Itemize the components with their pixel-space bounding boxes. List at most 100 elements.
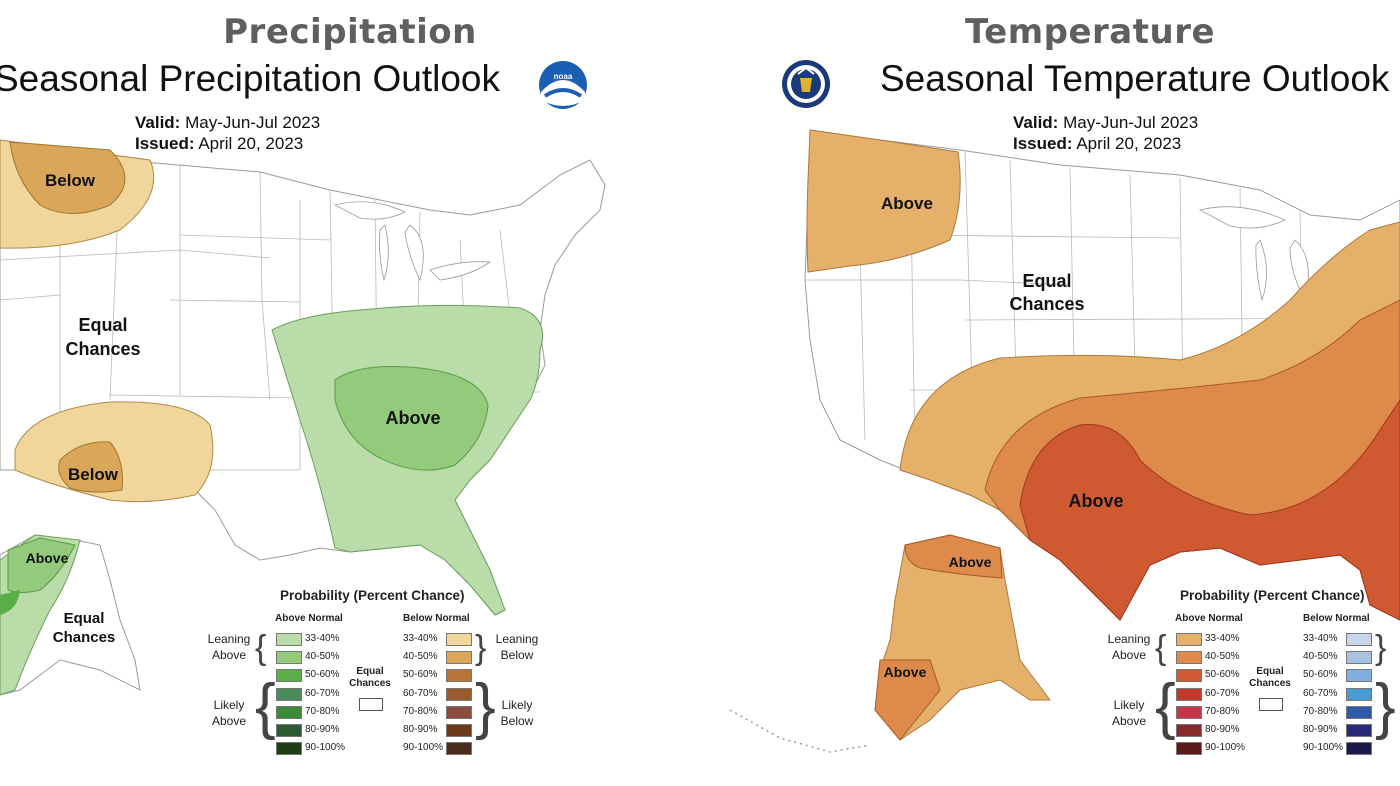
legend-swatch: [1176, 724, 1202, 737]
noaa-logo: noaa: [539, 61, 587, 109]
aleutian-islands: [729, 709, 871, 753]
legend-brace: }: [1375, 629, 1387, 667]
precipitation-heading: Precipitation: [223, 12, 477, 52]
label-above-east: Above: [385, 408, 440, 428]
label-above-south: Above: [1068, 491, 1123, 511]
commerce-seal-logo: [782, 60, 830, 108]
legend-left-label: 80-90%: [1205, 724, 1240, 735]
svg-text:noaa: noaa: [554, 72, 573, 81]
label-alaska-above-south: Above: [884, 664, 927, 680]
precip-above-east-dark: [334, 366, 489, 471]
label-below-southwest: Below: [68, 465, 119, 484]
legend-equal-chances-2: Chances: [349, 678, 391, 689]
valid-value: May-Jun-Jul 2023: [1063, 113, 1199, 132]
temperature-legend: Probability (Percent Chance) Above Normal…: [1100, 588, 1400, 768]
temp-above-northwest: [806, 129, 961, 273]
legend-left-label: 40-50%: [305, 651, 340, 663]
legend-right-label: 70-80%: [1303, 705, 1338, 717]
legend-title: Probability (Percent Chance): [280, 588, 465, 603]
legend-swatch: [1176, 669, 1202, 683]
precipitation-legend: Probability (Percent Chance) Above Normal…: [200, 588, 560, 768]
legend-swatch: [1176, 705, 1202, 719]
label-equal-chances-line2: Chances: [65, 339, 140, 359]
legend-brace: {: [255, 629, 267, 667]
temp-alaska-above-north: [904, 534, 1003, 579]
legend-swatch: [1346, 705, 1372, 719]
legend-likely-left-2: Above: [211, 714, 247, 728]
legend-right-label: 33-40%: [1303, 633, 1338, 644]
legend-right-label: 90-100%: [403, 742, 444, 754]
legend-above-normal-header: Above Normal: [275, 613, 343, 624]
legend-swatch: [276, 687, 302, 701]
legend-likely-left-1: Likely: [213, 698, 245, 712]
legend-swatch: [446, 724, 472, 737]
precipitation-map: noaa: [0, 61, 606, 696]
legend-above-normal-header: Above Normal: [1175, 613, 1243, 624]
legend-right-label: 70-80%: [403, 705, 438, 717]
precipitation-issued: Issued: April 20, 2023: [135, 134, 303, 154]
legend-likely-left-1: Likely: [1113, 698, 1145, 712]
legend-swatch: [276, 724, 302, 737]
legend-swatch: [1346, 633, 1372, 646]
legend-left-label: 70-80%: [305, 705, 340, 717]
legend-left-label: 50-60%: [305, 669, 340, 681]
legend-swatch: [1176, 633, 1202, 646]
legend-left-label: 80-90%: [305, 724, 340, 735]
legend-left-label: 33-40%: [305, 633, 340, 644]
legend-left-label: 60-70%: [305, 687, 340, 699]
legend-brace: }: [1375, 672, 1396, 741]
temp-alaska-above-south: [874, 659, 941, 741]
legend-title: Probability (Percent Chance): [1180, 588, 1365, 603]
legend-swatch: [1346, 724, 1372, 737]
legend-brace: {: [255, 672, 276, 741]
label-above-northwest: Above: [881, 194, 933, 213]
valid-value: May-Jun-Jul 2023: [185, 113, 321, 132]
precipitation-panel: Precipitation Seasonal Precipitation Out…: [0, 12, 606, 768]
legend-likely-right-2: Below: [500, 714, 534, 728]
temperature-heading: Temperature: [964, 12, 1216, 52]
issued-value: April 20, 2023: [198, 134, 304, 153]
label-below-northwest: Below: [45, 171, 96, 190]
legend-swatch: [1346, 742, 1372, 756]
legend-right-label: 40-50%: [403, 651, 438, 663]
precipitation-valid: Valid: May-Jun-Jul 2023: [135, 113, 320, 133]
legend-likely-left-2: Above: [1111, 714, 1147, 728]
issued-label: Issued:: [135, 134, 195, 153]
precipitation-outlook-title: Seasonal Precipitation Outlook: [0, 58, 500, 99]
legend-brace: {: [1155, 672, 1176, 741]
legend-left-label: 70-80%: [1205, 705, 1240, 717]
valid-label: Valid:: [135, 113, 181, 132]
legend-left-label: 50-60%: [1205, 669, 1240, 681]
label-alaska-above-north: Above: [949, 554, 992, 570]
legend-left-label: 33-40%: [1205, 633, 1240, 644]
legend-leaning-left-2: Above: [1111, 648, 1147, 662]
great-lakes: [333, 201, 492, 282]
legend-leaning-right-1: Leaning: [495, 632, 539, 646]
legend-equal-chances-swatch: [359, 698, 383, 711]
legend-swatch: [1346, 651, 1372, 665]
legend-left-label: 90-100%: [305, 742, 346, 754]
valid-label: Valid:: [1013, 113, 1059, 132]
legend-right-label: 80-90%: [403, 724, 438, 735]
issued-value: April 20, 2023: [1076, 134, 1182, 153]
legend-leaning-left-1: Leaning: [207, 632, 251, 646]
issued-label: Issued:: [1013, 134, 1073, 153]
legend-right-label: 60-70%: [403, 687, 438, 699]
legend-below-normal-header: Below Normal: [403, 613, 470, 624]
legend-swatch: [1346, 687, 1372, 701]
precip-below-southwest-dark: [58, 441, 123, 493]
legend-brace: }: [475, 672, 496, 741]
legend-swatch: [276, 651, 302, 665]
label-alaska-equal-line2: Chances: [53, 629, 116, 646]
legend-swatch: [276, 742, 302, 756]
temperature-outlook-title: Seasonal Temperature Outlook: [880, 58, 1390, 99]
temperature-issued: Issued: April 20, 2023: [1013, 134, 1181, 154]
legend-left-label: 90-100%: [1205, 742, 1246, 754]
legend-swatch: [1346, 669, 1372, 683]
label-alaska-equal-line1: Equal: [64, 610, 105, 627]
legend-swatch: [1176, 687, 1202, 701]
temperature-panel: Temperature Seasonal Temperature Outlook…: [700, 0, 1400, 786]
legend-swatch: [446, 669, 472, 683]
legend-equal-chances-swatch: [1259, 698, 1283, 711]
legend-swatch: [446, 742, 472, 756]
